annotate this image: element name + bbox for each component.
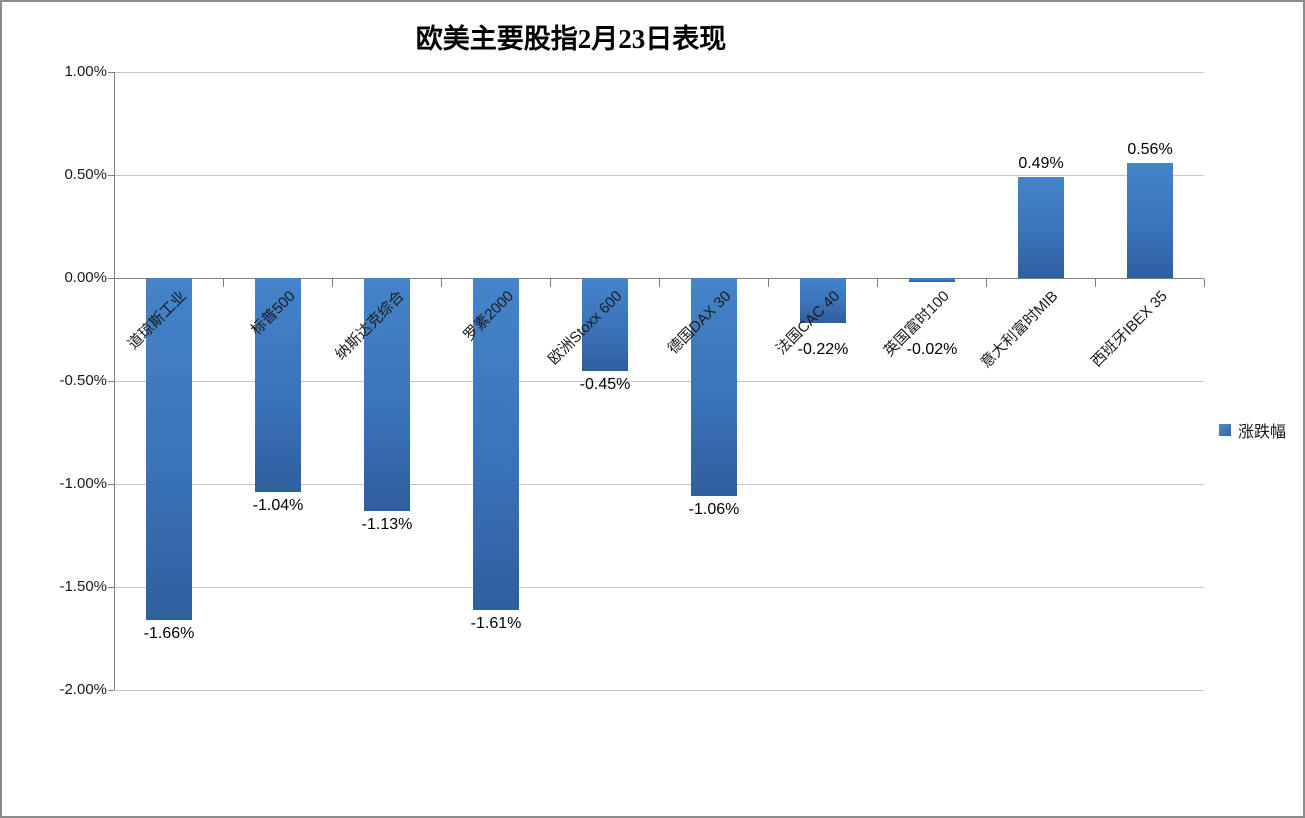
x-axis-tick	[986, 279, 987, 287]
y-axis-label: -1.50%	[59, 578, 107, 595]
x-axis-tick	[768, 279, 769, 287]
bar	[691, 278, 737, 496]
bar	[364, 278, 410, 511]
chart-title: 欧美主要股指2月23日表现	[415, 24, 727, 54]
x-axis-tick	[877, 279, 878, 287]
gridline	[114, 381, 1204, 382]
bar	[582, 278, 628, 371]
x-axis-tick	[550, 279, 551, 287]
bar	[909, 278, 955, 282]
x-axis-tick	[223, 279, 224, 287]
data-label: -1.66%	[143, 625, 195, 642]
bar	[800, 278, 846, 323]
legend: 涨跌幅	[1219, 418, 1286, 442]
x-axis-tick	[1095, 279, 1096, 287]
category-label: 西班牙IBEX 35	[1087, 287, 1171, 371]
y-axis-label: 1.00%	[64, 63, 107, 80]
y-axis-tick	[108, 484, 114, 485]
data-label: 0.49%	[1018, 155, 1064, 172]
data-label: 0.56%	[1127, 141, 1173, 158]
bar	[146, 278, 192, 620]
y-axis-tick	[108, 587, 114, 588]
y-axis-label: -0.50%	[59, 372, 107, 389]
bar	[473, 278, 519, 610]
x-axis-tick	[441, 279, 442, 287]
data-label: -1.13%	[361, 516, 413, 533]
data-label: -1.06%	[688, 501, 740, 518]
data-label: -0.22%	[797, 341, 849, 358]
gridline	[114, 72, 1204, 73]
data-label: -0.45%	[579, 376, 631, 393]
y-axis-label: 0.50%	[64, 166, 107, 183]
category-label: 意大利富时MIB	[977, 287, 1062, 372]
y-axis-label: 0.00%	[64, 269, 107, 286]
bar	[1127, 163, 1173, 278]
x-axis-line	[114, 278, 1204, 279]
y-axis-label: -2.00%	[59, 681, 107, 698]
y-axis-tick	[108, 690, 114, 691]
gridline	[114, 175, 1204, 176]
y-axis-line	[114, 72, 115, 690]
y-axis-tick	[108, 175, 114, 176]
legend-label: 涨跌幅	[1238, 424, 1287, 441]
y-axis-tick	[108, 278, 114, 279]
y-axis-tick	[108, 381, 114, 382]
y-axis-label: -1.00%	[59, 475, 107, 492]
gridline	[114, 484, 1204, 485]
bar	[255, 278, 301, 492]
x-axis-tick	[114, 279, 115, 287]
x-axis-tick	[659, 279, 660, 287]
y-axis-tick	[108, 72, 114, 73]
gridline	[114, 690, 1204, 691]
gridline	[114, 587, 1204, 588]
x-axis-tick	[332, 279, 333, 287]
legend-swatch-icon	[1219, 424, 1231, 436]
bar	[1018, 177, 1064, 278]
x-axis-tick	[1204, 279, 1205, 287]
data-label: -1.04%	[252, 497, 304, 514]
data-label: -1.61%	[470, 615, 522, 632]
data-label: -0.02%	[906, 341, 958, 358]
